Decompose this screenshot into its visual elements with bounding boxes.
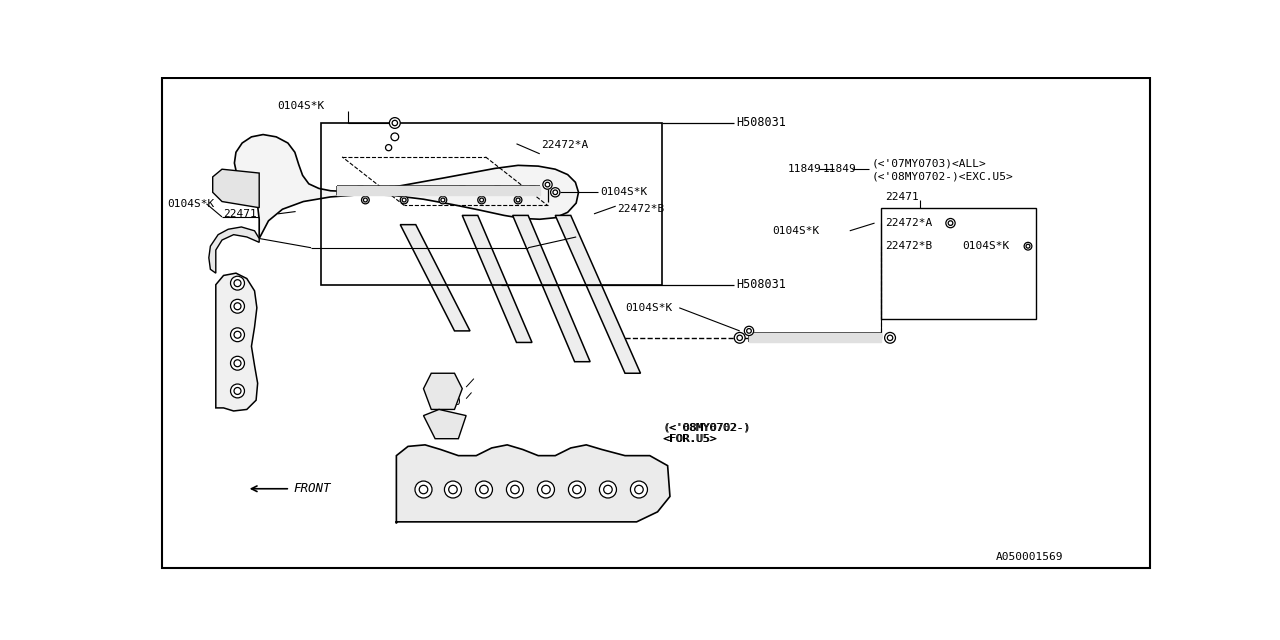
Text: 0104S*K: 0104S*K xyxy=(625,303,672,313)
Text: H508031: H508031 xyxy=(736,116,786,129)
Circle shape xyxy=(543,180,552,189)
Text: 22471: 22471 xyxy=(884,192,918,202)
Text: 22472*A: 22472*A xyxy=(541,140,589,150)
Text: 22471: 22471 xyxy=(224,209,257,219)
Circle shape xyxy=(230,276,244,290)
Circle shape xyxy=(230,384,244,398)
Text: 22472*B: 22472*B xyxy=(617,204,664,214)
Text: (<'08MY0702-): (<'08MY0702-) xyxy=(662,422,750,432)
Circle shape xyxy=(635,485,644,493)
Circle shape xyxy=(599,481,617,498)
Polygon shape xyxy=(397,445,669,524)
Polygon shape xyxy=(512,216,590,362)
Circle shape xyxy=(948,221,952,225)
Circle shape xyxy=(230,328,244,342)
Text: 0104S*K: 0104S*K xyxy=(963,241,1010,251)
Circle shape xyxy=(480,198,484,202)
Text: 11849: 11849 xyxy=(787,164,822,174)
Circle shape xyxy=(1024,243,1032,250)
Polygon shape xyxy=(462,216,532,342)
Polygon shape xyxy=(401,225,470,331)
Circle shape xyxy=(541,485,550,493)
Polygon shape xyxy=(212,169,259,208)
Circle shape xyxy=(401,196,408,204)
Circle shape xyxy=(884,332,896,343)
Text: 1AC59: 1AC59 xyxy=(428,382,461,392)
Text: 11849: 11849 xyxy=(823,164,856,174)
Circle shape xyxy=(515,196,522,204)
Circle shape xyxy=(568,481,585,498)
Text: (<'07MY0703)<ALL>: (<'07MY0703)<ALL> xyxy=(872,158,986,168)
Circle shape xyxy=(746,328,751,333)
Circle shape xyxy=(234,280,241,287)
Circle shape xyxy=(946,218,955,228)
Circle shape xyxy=(390,133,398,141)
Circle shape xyxy=(234,360,241,367)
Circle shape xyxy=(439,196,447,204)
Circle shape xyxy=(449,485,457,493)
Circle shape xyxy=(440,198,445,202)
Polygon shape xyxy=(216,273,257,411)
Circle shape xyxy=(420,485,428,493)
Polygon shape xyxy=(556,216,640,373)
Circle shape xyxy=(234,332,241,338)
Polygon shape xyxy=(234,134,579,239)
Bar xyxy=(321,123,662,285)
Circle shape xyxy=(550,188,559,197)
Polygon shape xyxy=(424,410,466,438)
Circle shape xyxy=(511,485,520,493)
Circle shape xyxy=(444,481,462,498)
Polygon shape xyxy=(424,373,462,410)
Text: (<'08MY0702-): (<'08MY0702-) xyxy=(664,422,751,432)
Circle shape xyxy=(538,481,554,498)
Circle shape xyxy=(230,356,244,370)
Text: 0104S*K: 0104S*K xyxy=(276,101,324,111)
Circle shape xyxy=(364,198,367,202)
Text: 0104S*K: 0104S*K xyxy=(772,226,819,236)
Circle shape xyxy=(402,198,406,202)
Circle shape xyxy=(230,300,244,313)
Circle shape xyxy=(604,485,612,493)
Circle shape xyxy=(631,481,648,498)
Circle shape xyxy=(389,118,401,129)
Circle shape xyxy=(234,387,241,394)
Text: H508031: H508031 xyxy=(736,278,786,291)
Circle shape xyxy=(415,481,433,498)
Text: 1AC60: 1AC60 xyxy=(428,397,461,407)
Text: 22472*B: 22472*B xyxy=(884,241,932,251)
Text: 22472*A: 22472*A xyxy=(884,218,932,228)
Circle shape xyxy=(477,196,485,204)
Text: <FOR.U5>: <FOR.U5> xyxy=(662,434,717,444)
Circle shape xyxy=(392,120,398,125)
Text: <FOR.U5>: <FOR.U5> xyxy=(664,434,718,444)
Circle shape xyxy=(887,335,892,340)
Text: A050001569: A050001569 xyxy=(996,552,1062,563)
Circle shape xyxy=(516,198,520,202)
Circle shape xyxy=(475,481,493,498)
Circle shape xyxy=(553,190,558,195)
Polygon shape xyxy=(209,227,259,273)
Circle shape xyxy=(385,145,392,150)
Text: (<'08MY0702-)<EXC.U5>: (<'08MY0702-)<EXC.U5> xyxy=(872,172,1014,182)
Bar xyxy=(881,208,1036,319)
Circle shape xyxy=(572,485,581,493)
Circle shape xyxy=(737,335,742,340)
Circle shape xyxy=(545,182,550,187)
Text: 0104S*K: 0104S*K xyxy=(168,199,215,209)
Circle shape xyxy=(507,481,524,498)
Circle shape xyxy=(361,196,369,204)
Circle shape xyxy=(735,332,745,343)
Text: FRONT: FRONT xyxy=(293,483,330,495)
Circle shape xyxy=(234,303,241,310)
Circle shape xyxy=(1027,244,1030,248)
Circle shape xyxy=(480,485,488,493)
Text: 0104S*K: 0104S*K xyxy=(600,188,648,197)
Circle shape xyxy=(745,326,754,335)
